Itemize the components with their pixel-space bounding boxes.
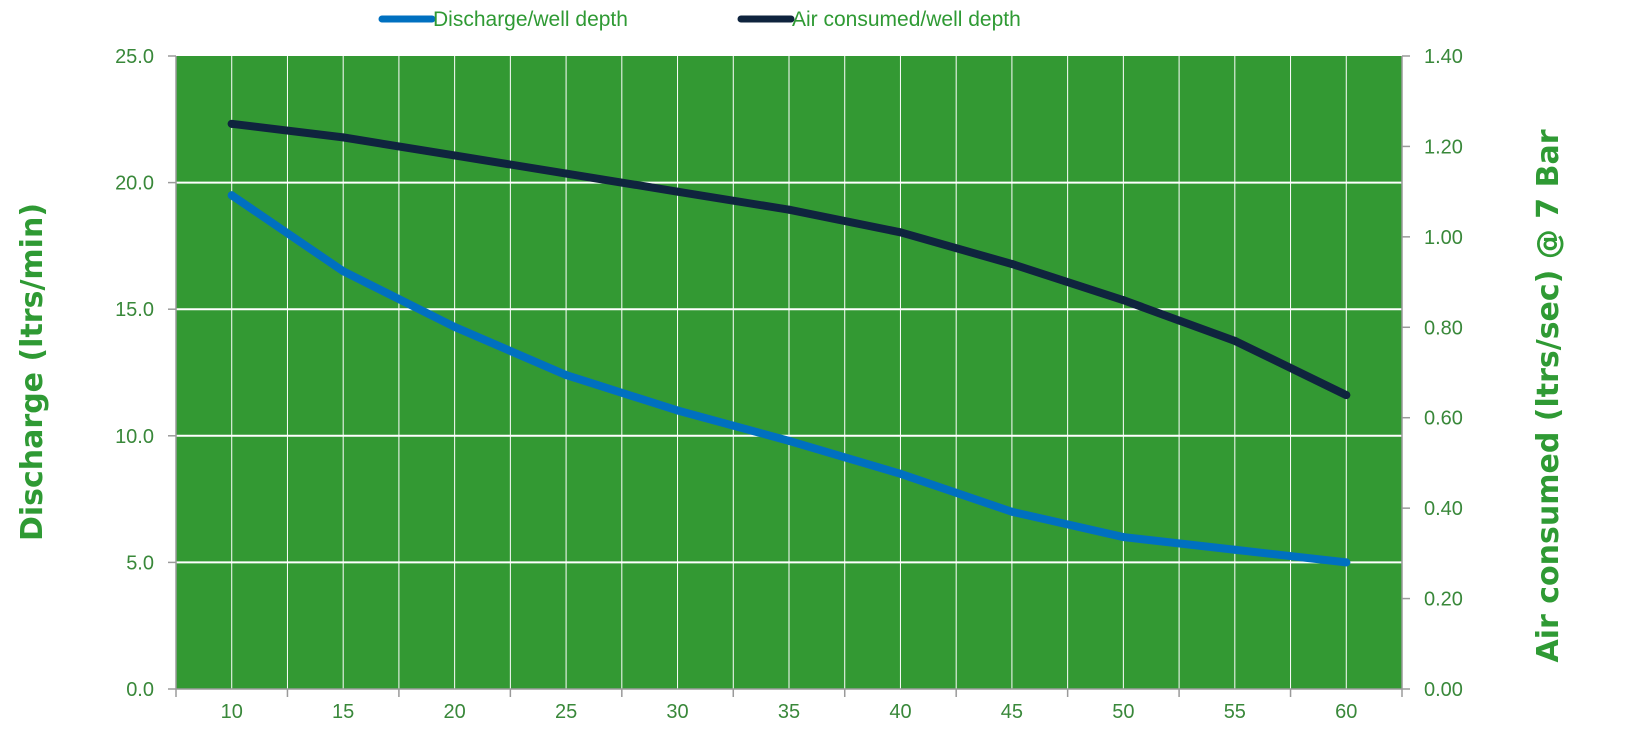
right-tick-label: 0.00 <box>1424 679 1463 701</box>
x-tick-label: 40 <box>889 701 911 723</box>
left-axis-ticks: 0.0 5.0 10.0 15.0 20.0 25.0 <box>115 46 176 701</box>
data-point-discharge <box>673 406 682 415</box>
horizontal-gridlines <box>176 181 1402 564</box>
right-tick-label: 0.20 <box>1424 589 1463 611</box>
left-tick-label: 10.0 <box>115 426 154 448</box>
data-point-air-consumed <box>562 169 571 178</box>
series-lines <box>227 119 1351 567</box>
legend-label-air: Air consumed/well depth <box>792 8 1021 31</box>
data-point-air-consumed <box>1007 259 1016 268</box>
left-tick-label: 5.0 <box>126 552 154 574</box>
x-tick-label: 30 <box>666 701 688 723</box>
data-point-discharge <box>785 436 793 445</box>
right-tick-label: 0.80 <box>1424 317 1463 339</box>
right-tick-label: 0.60 <box>1424 408 1463 430</box>
data-point-air-consumed <box>1342 391 1351 400</box>
right-tick-label: 1.00 <box>1424 227 1463 249</box>
left-tick-label: 15.0 <box>115 299 154 321</box>
data-point-air-consumed <box>785 205 793 214</box>
left-tick-label: 20.0 <box>115 173 154 195</box>
left-axis-title: Discharge (ltrs/min) <box>15 203 50 541</box>
data-point-air-consumed <box>339 133 348 142</box>
data-point-discharge <box>1230 545 1239 554</box>
x-tick-label: 50 <box>1112 701 1134 723</box>
right-tick-label: 0.40 <box>1424 498 1463 520</box>
data-point-air-consumed <box>1230 336 1239 345</box>
data-point-discharge <box>1119 533 1128 542</box>
right-tick-label: 1.20 <box>1424 136 1463 158</box>
data-point-discharge <box>1007 507 1016 516</box>
x-tick-label: 60 <box>1335 701 1357 723</box>
x-tick-label: 25 <box>555 701 577 723</box>
data-point-discharge <box>227 191 236 200</box>
vertical-gridlines <box>231 56 1347 689</box>
x-tick-label: 10 <box>221 701 243 723</box>
right-axis-title: Air consumed (ltrs/sec) @ 7 Bar <box>1531 129 1566 662</box>
data-point-discharge <box>896 469 905 478</box>
x-axis-ticks: 10 15 20 25 30 35 40 45 50 55 60 <box>175 689 1403 723</box>
data-point-discharge <box>562 371 571 380</box>
data-point-discharge <box>339 267 348 276</box>
data-point-discharge <box>1342 558 1351 567</box>
right-tick-label: 1.40 <box>1424 46 1463 68</box>
x-tick-label: 15 <box>332 701 354 723</box>
legend: Discharge/well depth Air consumed/well d… <box>378 8 1021 31</box>
data-point-air-consumed <box>673 187 682 196</box>
axes <box>175 56 1403 690</box>
left-tick-label: 0.0 <box>126 679 154 701</box>
data-point-air-consumed <box>227 119 236 128</box>
data-point-discharge <box>450 322 459 331</box>
right-axis-ticks: 0.00 0.20 0.40 0.60 0.80 1.00 1.20 1.40 <box>1402 46 1463 701</box>
x-tick-label: 20 <box>444 701 466 723</box>
data-point-air-consumed <box>1119 296 1128 305</box>
x-tick-label: 55 <box>1224 701 1246 723</box>
legend-label-discharge: Discharge/well depth <box>433 8 628 31</box>
x-tick-label: 45 <box>1001 701 1023 723</box>
data-point-air-consumed <box>450 151 459 160</box>
data-point-air-consumed <box>896 228 905 237</box>
x-tick-label: 35 <box>778 701 800 723</box>
left-tick-label: 25.0 <box>115 46 154 68</box>
